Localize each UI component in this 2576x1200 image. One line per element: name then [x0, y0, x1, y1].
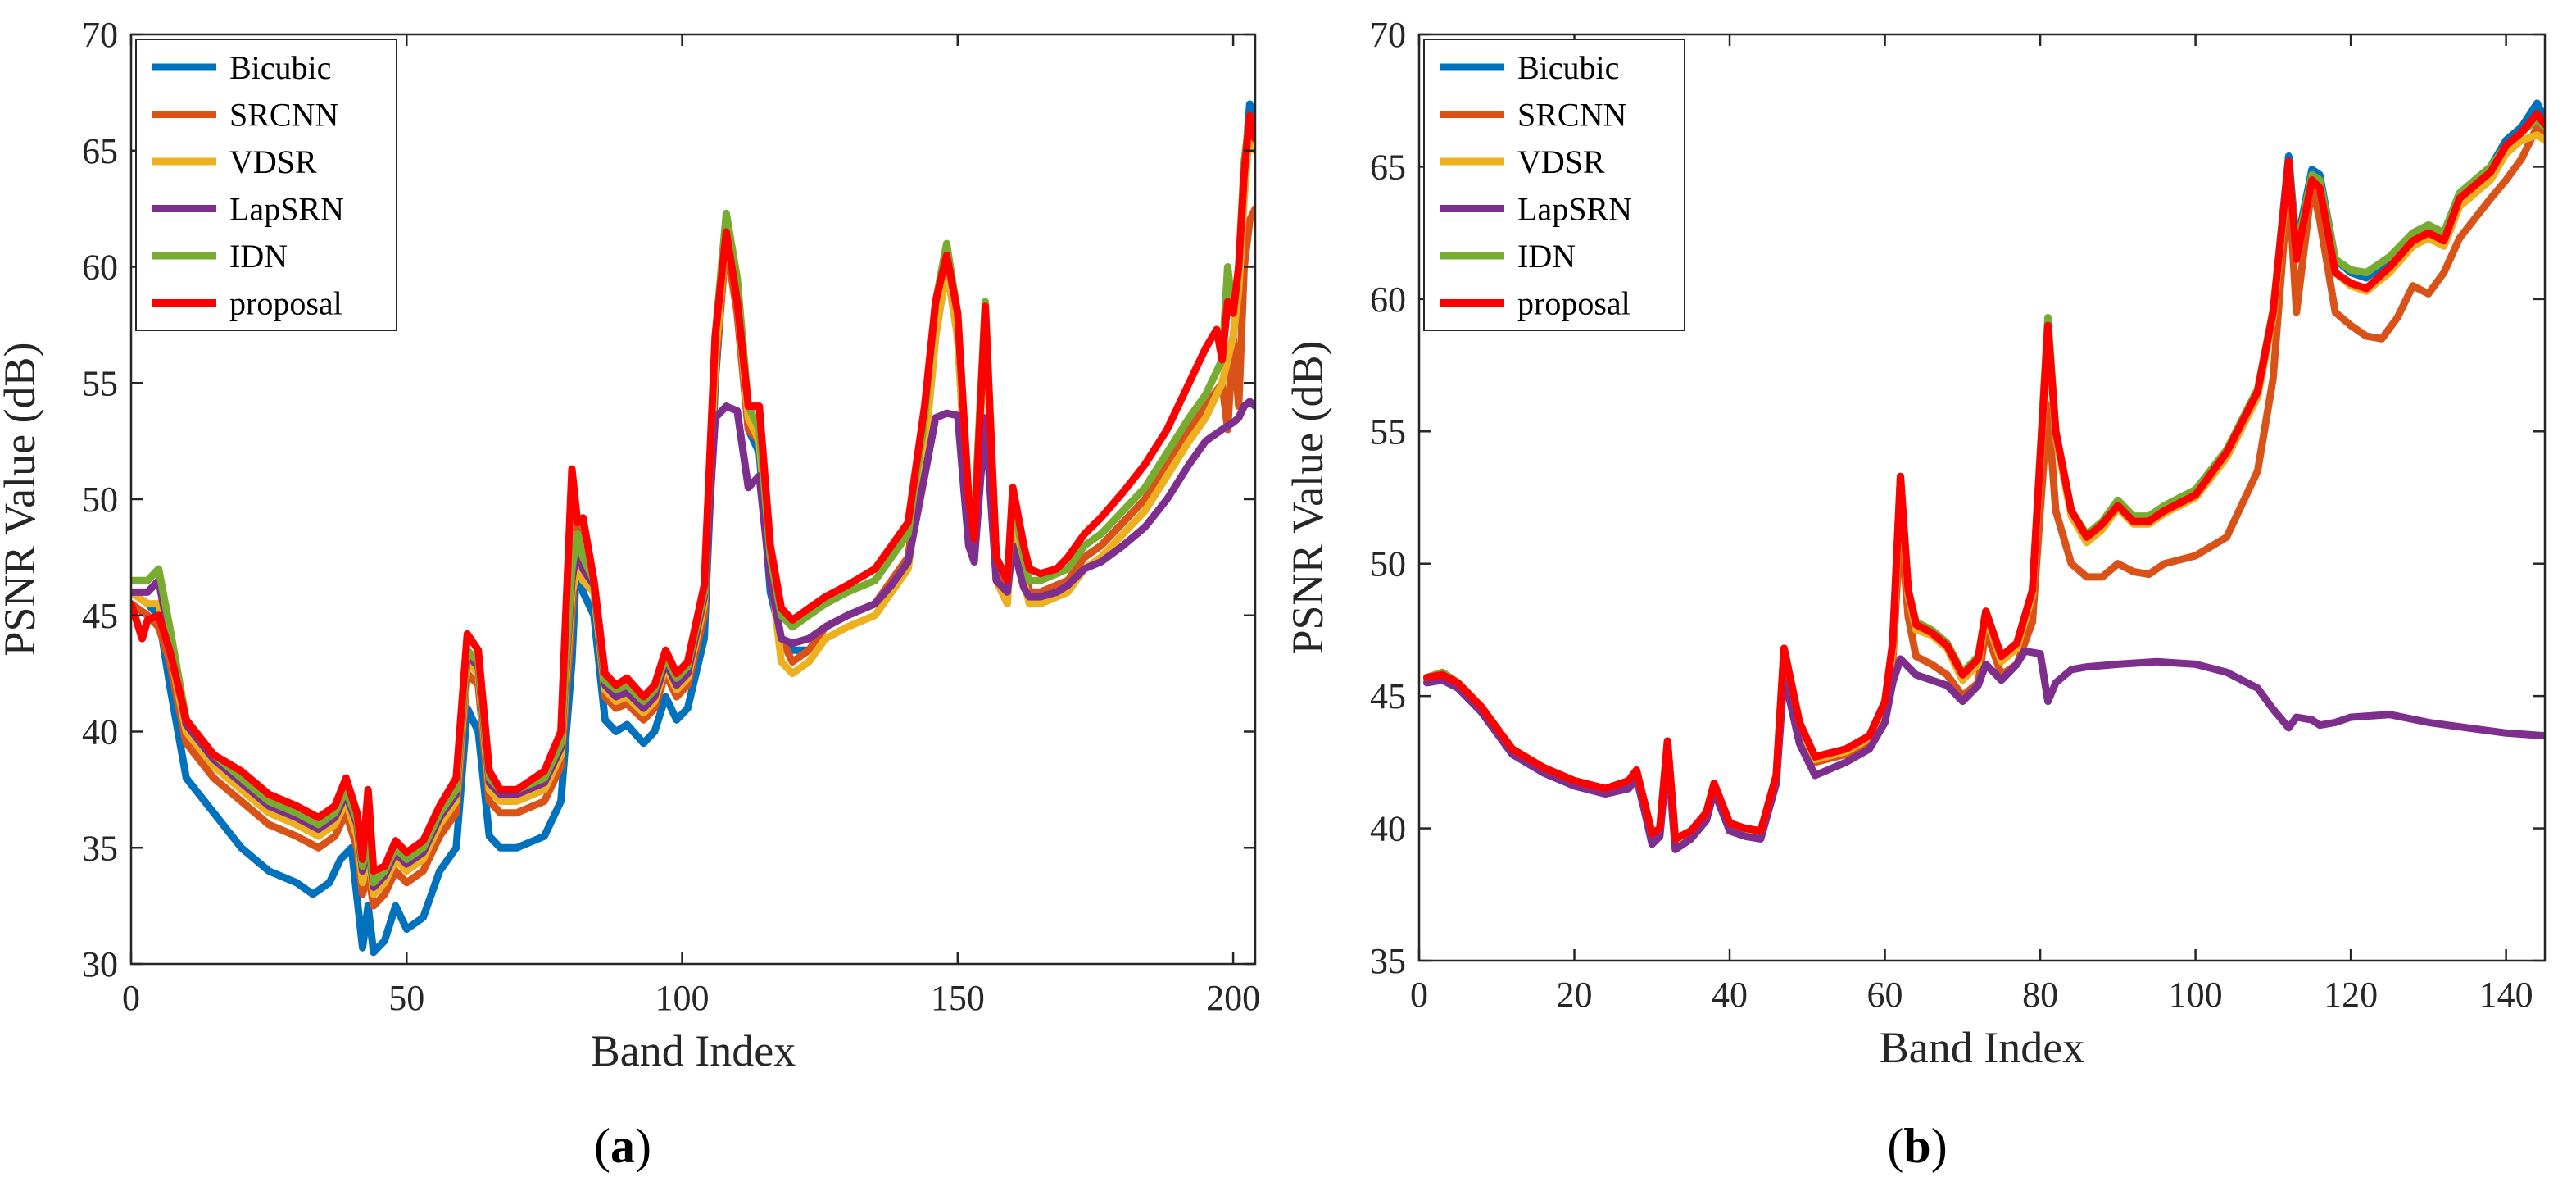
y-tick-label: 50: [1370, 544, 1406, 584]
legend-label-proposal: proposal: [1517, 285, 1630, 322]
x-tick-label: 40: [1712, 975, 1748, 1015]
y-tick-label: 35: [1370, 941, 1406, 981]
y-axis-label: PSNR Value (dB): [1283, 340, 1332, 654]
y-tick-label: 40: [1370, 809, 1406, 849]
x-tick-label: 140: [2479, 975, 2533, 1015]
series-line-proposal: [1423, 110, 2545, 843]
legend-label-srcnn: SRCNN: [1517, 97, 1626, 134]
x-tick-label: 20: [1557, 975, 1593, 1015]
legend-label-bicubic: Bicubic: [229, 49, 331, 86]
legend-label-idn: IDN: [229, 238, 288, 275]
legend-box: [135, 39, 397, 331]
legend-label-lapsrn: LapSRN: [1517, 191, 1632, 228]
legend-box: [1423, 39, 1685, 331]
caption: (a): [594, 1119, 651, 1173]
axes-box: [1417, 33, 2547, 962]
y-tick-label: 60: [1370, 280, 1406, 320]
legend-label-idn: IDN: [1517, 238, 1576, 275]
x-tick-label: 80: [2022, 975, 2058, 1015]
y-tick-label: 45: [82, 596, 118, 636]
legend-label-bicubic: Bicubic: [1517, 49, 1619, 86]
y-tick-label: 60: [82, 248, 118, 288]
chart-b: 0 20 40 60 80 100 120 140 35 40 45 50 55 60 65 70 Band I…: [1283, 15, 2547, 1173]
x-tick-label: 100: [655, 978, 710, 1018]
y-tick-label: 70: [1370, 15, 1406, 55]
legend: Bicubic SRCNN VDSR LapSRN IDN proposal: [135, 39, 397, 331]
y-tick-label: 45: [1370, 676, 1406, 716]
series-line-proposal: [131, 111, 1255, 875]
legend-label-vdsr: VDSR: [229, 143, 317, 180]
legend: Bicubic SRCNN VDSR LapSRN IDN proposal: [1423, 39, 1685, 331]
legend-label-srcnn: SRCNN: [229, 97, 338, 134]
x-tick-label: 150: [931, 978, 985, 1018]
x-tick-label: 120: [2324, 975, 2378, 1015]
x-tick-label: 200: [1206, 978, 1260, 1018]
y-tick-label: 70: [82, 15, 118, 55]
legend-label-vdsr: VDSR: [1517, 143, 1605, 180]
series-group: [131, 100, 1255, 957]
y-tick-label: 55: [1370, 411, 1406, 452]
y-tick-label: 65: [1370, 147, 1406, 187]
x-tick-label: 0: [122, 978, 140, 1018]
legend-label-proposal: proposal: [229, 285, 342, 322]
y-tick-label: 50: [82, 480, 118, 520]
y-tick-label: 30: [82, 944, 118, 984]
x-tick-label: 100: [2169, 975, 2223, 1015]
x-tick-label: 0: [1410, 975, 1428, 1015]
legend-label-lapsrn: LapSRN: [229, 191, 344, 228]
x-tick-label: 60: [1867, 975, 1903, 1015]
series-group: [1423, 99, 2545, 853]
y-axis-label: PSNR Value (dB): [0, 342, 44, 656]
chart-a: 0 50 100 150 200 30 35 40 45 50 55 60 65 70 Band Index…: [0, 15, 1260, 1173]
x-axis-label: Band Index: [591, 1026, 796, 1075]
y-tick-label: 55: [82, 363, 118, 403]
y-tick-label: 65: [82, 131, 118, 171]
x-tick-label: 50: [388, 978, 424, 1018]
caption: (b): [1887, 1119, 1947, 1173]
y-tick-label: 40: [82, 712, 118, 752]
y-tick-label: 35: [82, 828, 118, 868]
x-axis-label: Band Index: [1880, 1023, 2084, 1072]
